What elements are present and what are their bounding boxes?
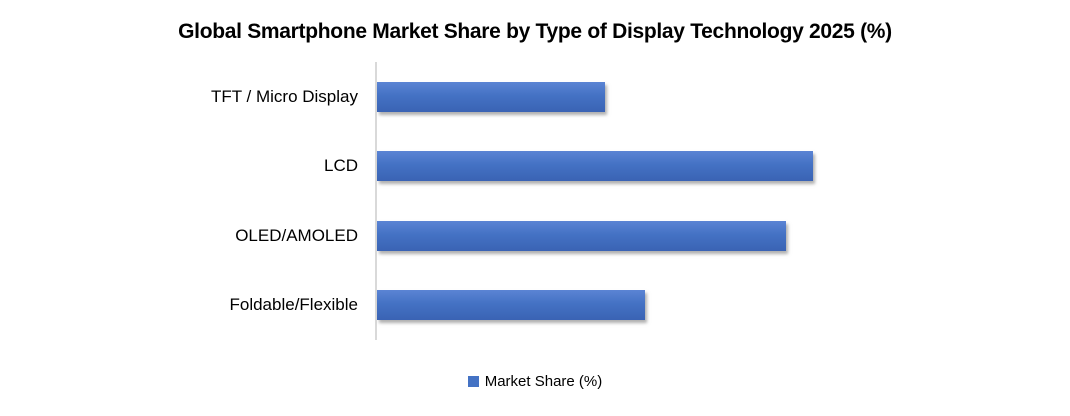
- legend-label: Market Share (%): [484, 372, 603, 390]
- category-label: Foldable/Flexible: [229, 295, 358, 315]
- bar-row: [377, 62, 1048, 132]
- category-axis-labels: TFT / Micro Display LCD OLED/AMOLED Foldabl…: [0, 62, 358, 340]
- bar: [377, 151, 814, 182]
- bar: [377, 81, 606, 112]
- category-label: TFT / Micro Display: [210, 86, 358, 106]
- bar-row: [377, 201, 1048, 271]
- bar-row: [377, 271, 1048, 341]
- legend-swatch-icon: [467, 375, 479, 387]
- category-label: LCD: [323, 156, 358, 176]
- bar: [377, 220, 787, 251]
- legend: Market Share (%): [0, 371, 1070, 391]
- category-label: OLED/AMOLED: [235, 225, 358, 245]
- bar-row: [377, 132, 1048, 202]
- bar: [377, 290, 646, 321]
- chart-title: Global Smartphone Market Share by Type o…: [178, 20, 892, 43]
- plot-area: [375, 62, 1048, 340]
